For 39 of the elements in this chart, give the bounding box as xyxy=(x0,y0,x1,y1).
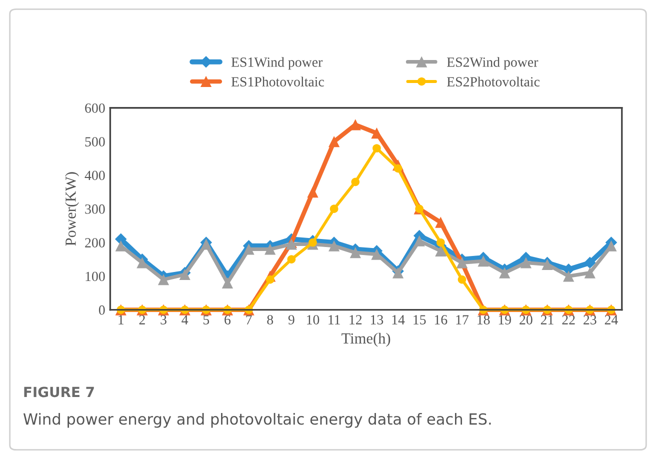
legend-label: ES2Photovoltaic xyxy=(447,76,540,86)
x-tick-label: 21 xyxy=(540,315,554,324)
y-tick-label: 200 xyxy=(85,238,105,248)
x-tick-label: 2 xyxy=(139,315,145,324)
y-tick-label: 300 xyxy=(85,204,105,214)
x-tick-label: 3 xyxy=(160,315,166,324)
x-tick-label: 4 xyxy=(182,315,188,324)
x-tick-label: 18 xyxy=(478,315,490,324)
x-tick-label: 14 xyxy=(392,315,405,324)
x-tick-label: 7 xyxy=(246,315,252,324)
legend-label: ES1Photovoltaic xyxy=(231,76,324,86)
x-tick-label: 6 xyxy=(224,315,231,324)
x-tick-label: 12 xyxy=(350,315,362,324)
x-tick-label: 24 xyxy=(604,315,618,324)
y-axis-title: Power(KW) xyxy=(65,172,79,246)
x-tick-label: 19 xyxy=(498,315,512,324)
x-tick-label: 9 xyxy=(288,315,294,324)
x-axis-title: Time(h) xyxy=(342,332,390,347)
x-tick-label: 11 xyxy=(328,315,340,324)
x-tick-label: 22 xyxy=(562,315,575,324)
x-tick-label: 16 xyxy=(434,315,448,324)
x-tick-label: 15 xyxy=(414,315,426,324)
x-tick-label: 20 xyxy=(520,315,532,324)
text: Wind power energy and photovoltaic energy data of each ES. xyxy=(23,412,491,428)
x-tick-label: 23 xyxy=(584,315,596,324)
x-tick-label: 8 xyxy=(267,315,274,324)
y-tick-label: 400 xyxy=(84,170,105,180)
y-tick-label: 500 xyxy=(85,137,105,146)
x-tick-label: 10 xyxy=(307,315,320,324)
legend-label: ES1Wind power xyxy=(231,57,323,70)
x-tick-label: 5 xyxy=(203,315,210,324)
y-tick-label: 100 xyxy=(86,272,105,282)
x-tick-label: 1 xyxy=(118,315,124,324)
x-tick-label: 17 xyxy=(456,315,469,324)
y-tick-label: 600 xyxy=(85,103,105,113)
y-tick-label: 0 xyxy=(98,305,105,315)
legend-label: ES2Wind power xyxy=(447,57,538,70)
x-tick-label: 13 xyxy=(370,315,384,324)
caption: FIGURE 7 xyxy=(24,386,94,398)
